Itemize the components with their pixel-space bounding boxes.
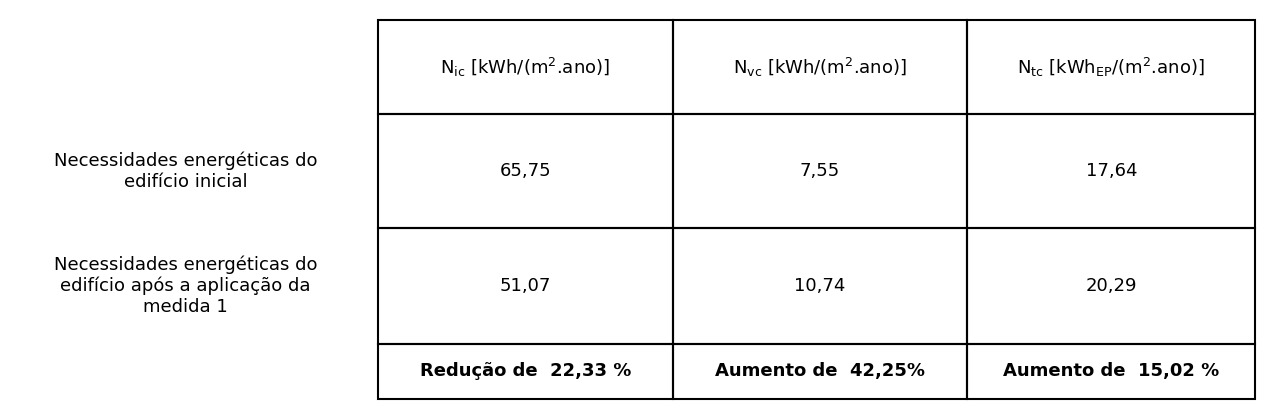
Bar (673, 20, 967, 114)
Text: 17,64: 17,64 (1085, 162, 1138, 180)
Text: Redução de  22,33 %: Redução de 22,33 % (419, 362, 632, 381)
Text: 51,07: 51,07 (500, 277, 551, 295)
Text: 20,29: 20,29 (1085, 277, 1138, 295)
Text: 10,74: 10,74 (794, 277, 845, 295)
Text: N$_{\mathregular{ic}}$ [kWh/(m$^{\mathregular{2}}$.ano)]: N$_{\mathregular{ic}}$ [kWh/(m$^{\mathre… (441, 56, 610, 79)
Bar (967, 228, 1255, 344)
Bar (967, 114, 1255, 228)
Bar (673, 114, 967, 228)
Bar (378, 344, 673, 399)
Text: Aumento de  42,25%: Aumento de 42,25% (715, 362, 925, 381)
Bar (967, 20, 1255, 114)
Bar (378, 114, 673, 228)
Text: N$_{\mathregular{tc}}$ [kWh$_{\mathregular{EP}}$/(m$^{\mathregular{2}}$.ano)]: N$_{\mathregular{tc}}$ [kWh$_{\mathregul… (1017, 56, 1205, 79)
Text: Aumento de  15,02 %: Aumento de 15,02 % (1003, 362, 1220, 381)
Bar (673, 344, 967, 399)
Bar (967, 344, 1255, 399)
Text: 7,55: 7,55 (799, 162, 840, 180)
Text: Necessidades energéticas do
edifício após a aplicação da
medida 1: Necessidades energéticas do edifício apó… (54, 256, 318, 316)
Bar (378, 228, 673, 344)
Text: Necessidades energéticas do
edifício inicial: Necessidades energéticas do edifício ini… (54, 151, 318, 190)
Bar (673, 228, 967, 344)
Text: 65,75: 65,75 (500, 162, 551, 180)
Bar (378, 20, 673, 114)
Text: N$_{\mathregular{vc}}$ [kWh/(m$^{\mathregular{2}}$.ano)]: N$_{\mathregular{vc}}$ [kWh/(m$^{\mathre… (733, 56, 907, 79)
